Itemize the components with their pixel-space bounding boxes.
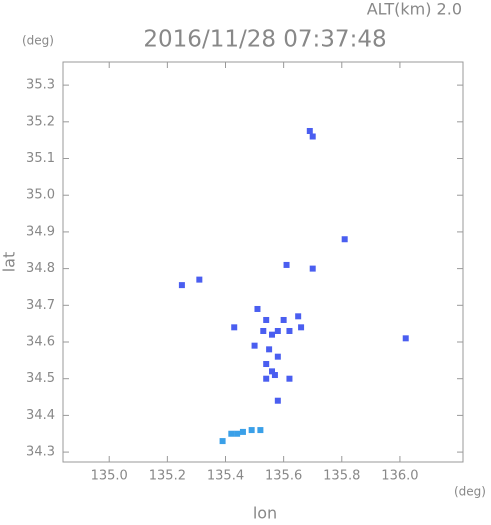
plot-frame [62, 61, 464, 463]
echo-point [269, 368, 276, 375]
echo-point [286, 375, 293, 382]
echo-point [274, 327, 281, 334]
chart-subtitle: ALT(km) 2.0 [367, 0, 462, 19]
echo-point [257, 427, 264, 434]
y-tick-label: 34.5 [26, 371, 55, 386]
echo-point [239, 428, 246, 435]
x-tick-label: 135.6 [265, 469, 302, 484]
y-tick-label: 34.3 [26, 445, 55, 460]
echo-point [260, 327, 267, 334]
echo-point [306, 127, 313, 134]
y-tick-label: 35.1 [26, 151, 55, 166]
echo-point [231, 324, 238, 331]
echo-point [341, 236, 348, 243]
echo-point [274, 353, 281, 360]
echo-point [254, 305, 261, 312]
y-tick-label: 34.4 [26, 408, 55, 423]
x-tick-label: 135.0 [91, 469, 128, 484]
y-tick-label: 34.9 [26, 224, 55, 239]
echo-point [280, 316, 287, 323]
y-tick-label: 34.8 [26, 261, 55, 276]
y-tick-label: 34.6 [26, 335, 55, 350]
echo-point [298, 324, 305, 331]
echo-point [178, 282, 185, 289]
echo-point [269, 331, 276, 338]
echo-point [274, 397, 281, 404]
echo-point [283, 261, 290, 268]
y-tick-label: 34.7 [26, 298, 55, 313]
echo-point [251, 342, 258, 349]
chart-title: 2016/11/28 07:37:48 [143, 27, 386, 53]
x-tick-label: 135.8 [323, 469, 360, 484]
echo-point [286, 327, 293, 334]
echo-point [263, 361, 270, 368]
echo-point [248, 427, 255, 434]
y-tick-label: 35.0 [26, 188, 55, 203]
x-unit: (deg) [454, 485, 486, 499]
echo-point [219, 438, 226, 445]
y-unit: (deg) [22, 34, 54, 48]
echo-point [234, 430, 241, 437]
x-tick-label: 136.0 [381, 469, 418, 484]
echo-point [263, 375, 270, 382]
echo-point [309, 133, 316, 140]
echo-point [266, 346, 273, 353]
echo-point [309, 265, 316, 272]
echo-point [295, 313, 302, 320]
echo-point [196, 276, 203, 283]
echo-point [263, 316, 270, 323]
x-tick-label: 135.4 [207, 469, 244, 484]
echo-point [228, 430, 235, 437]
y-axis-label: lat [0, 252, 19, 273]
x-tick-label: 135.2 [149, 469, 186, 484]
y-tick-label: 35.3 [26, 78, 55, 93]
x-axis-label: lon [253, 504, 277, 522]
y-tick-label: 35.2 [26, 114, 55, 129]
echo-point [402, 335, 409, 342]
echo-point [271, 372, 278, 379]
